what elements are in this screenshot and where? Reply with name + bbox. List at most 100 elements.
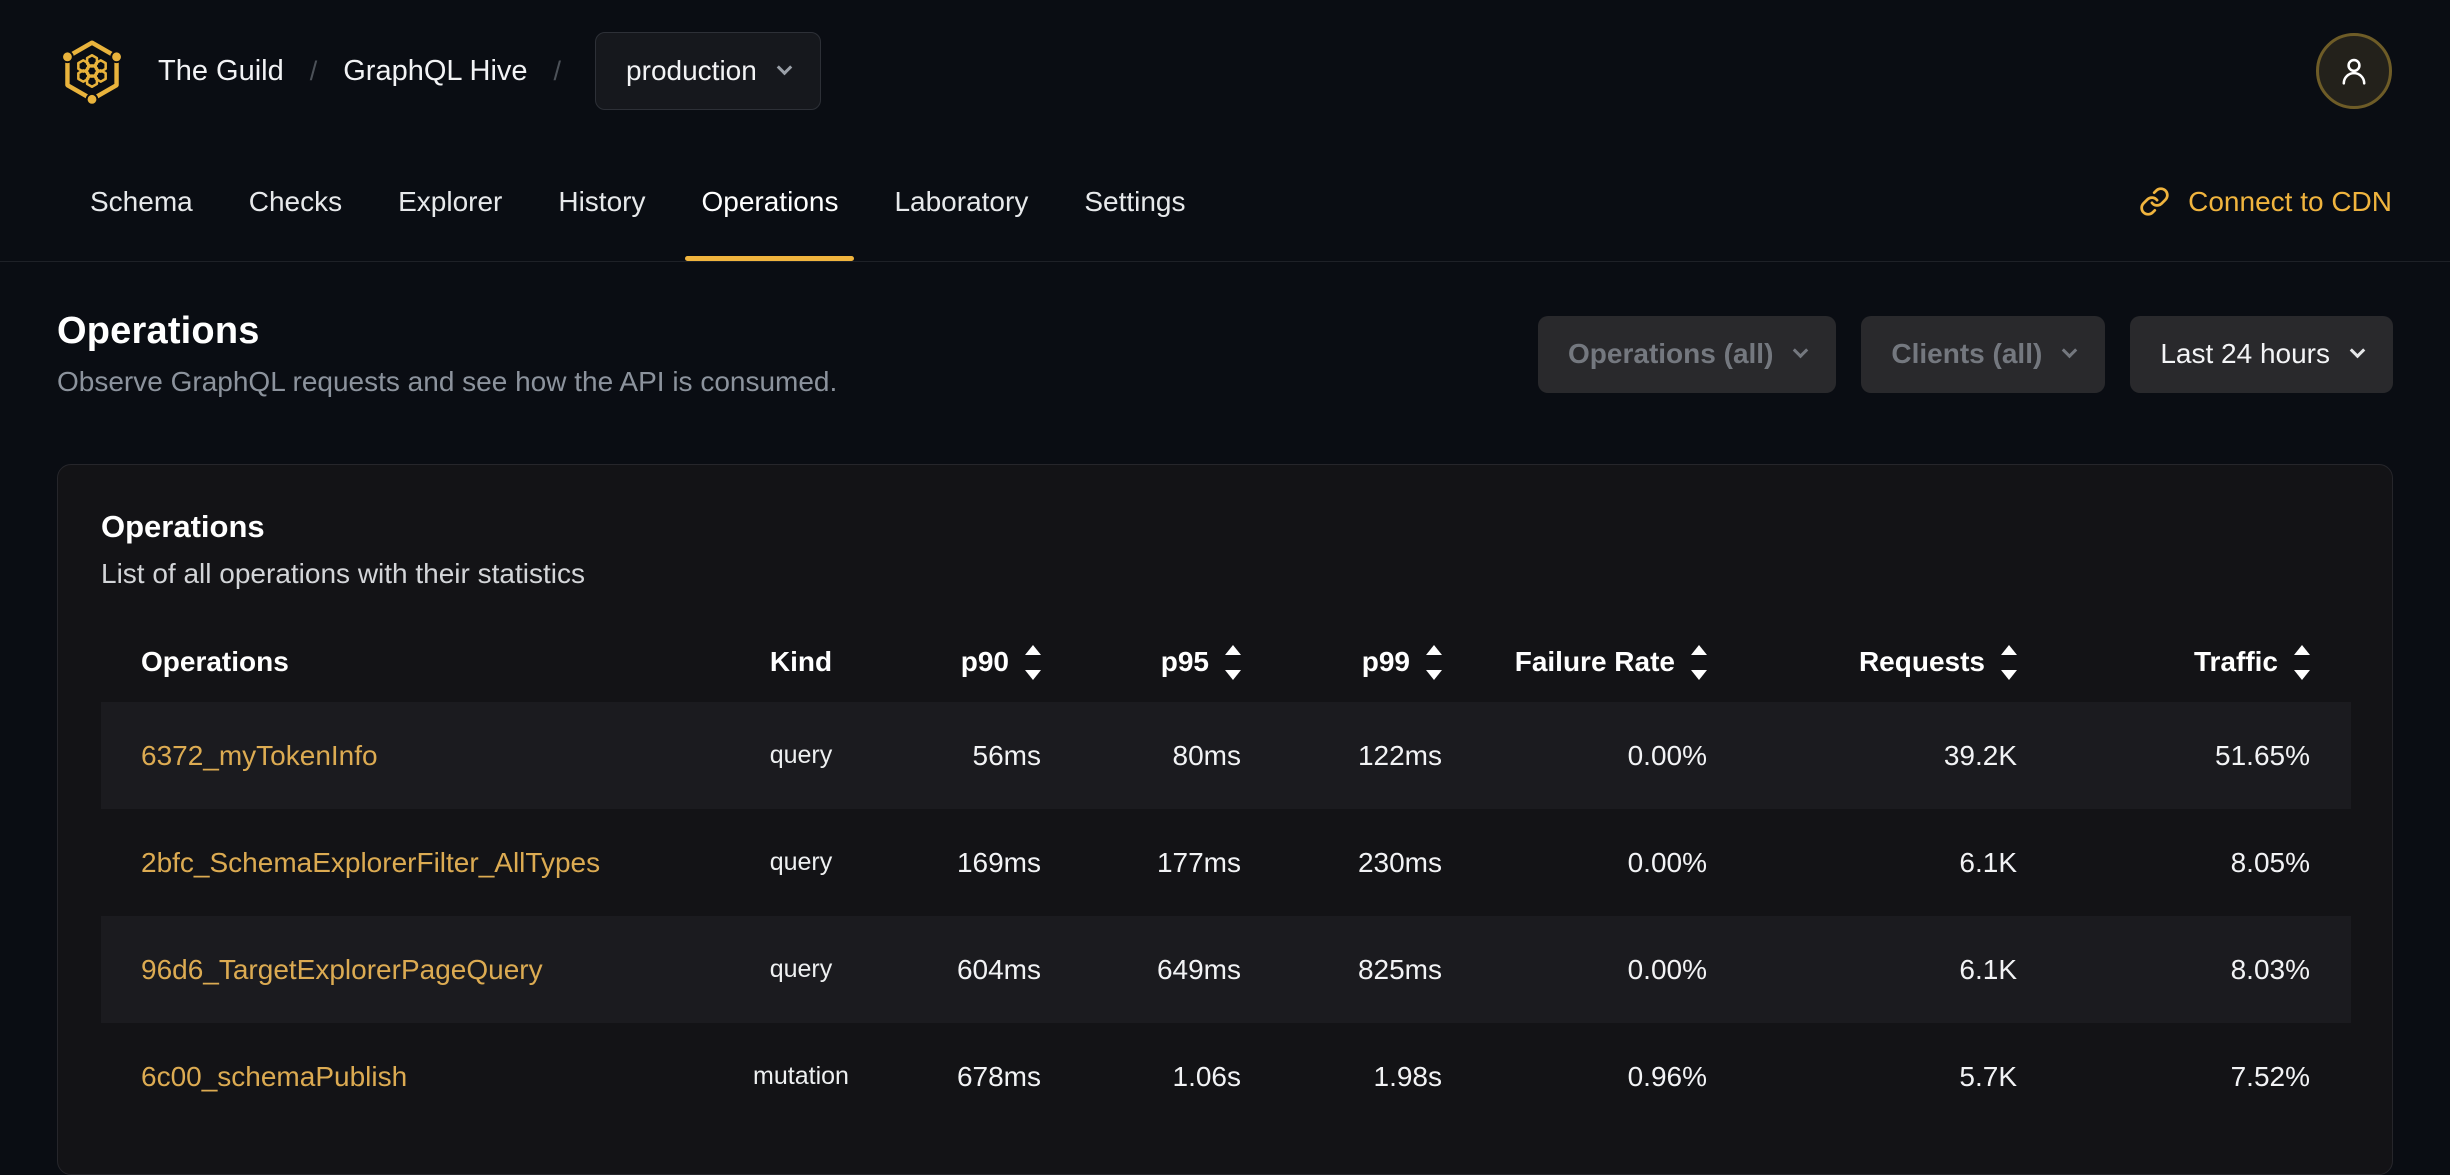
tab-laboratory[interactable]: Laboratory	[894, 185, 1029, 217]
kind-cell: mutation	[753, 1062, 849, 1090]
tab-settings[interactable]: Settings	[1084, 185, 1186, 217]
column-label: Failure Rate	[1514, 646, 1675, 677]
operation-cell: 6c00_schemaPublish	[101, 1023, 661, 1130]
p90-cell: 56ms	[972, 739, 1041, 771]
p95-cell: 177ms	[1156, 846, 1241, 878]
operations-table: Operations Kind p90 p95 p99 Failure Rate Reque…	[101, 622, 2351, 1130]
p99-cell: 1.98s	[1373, 1060, 1443, 1092]
failure-rate-cell: 0.00%	[1627, 953, 1707, 985]
sort-arrows-icon[interactable]	[1691, 644, 1707, 680]
filter-label: Last 24 hours	[2160, 338, 2330, 369]
user-icon	[2336, 53, 2372, 89]
link-icon	[2139, 186, 2170, 217]
sort-arrows-icon[interactable]	[1225, 644, 1241, 680]
kind-cell: query	[769, 848, 833, 876]
traffic-cell: 7.52%	[2230, 1060, 2310, 1092]
filter-clients-all[interactable]: Clients (all)	[1861, 315, 2106, 393]
sort-arrows-icon[interactable]	[2001, 644, 2017, 680]
table-row: 6372_myTokenInfo query 56ms 80ms 122ms 0.00% 3…	[101, 702, 2351, 809]
operations-card: Operations List of all operations with t…	[57, 464, 2393, 1175]
operation-cell: 6372_myTokenInfo	[101, 702, 661, 809]
requests-cell: 5.7K	[1959, 1060, 2017, 1092]
column-label: p90	[960, 646, 1009, 677]
operation-cell: 96d6_TargetExplorerPageQuery	[101, 916, 661, 1023]
chevron-down-icon	[2062, 342, 2078, 358]
column-label: Requests	[1858, 646, 1985, 677]
column-header-operations: Operations	[101, 622, 661, 702]
traffic-cell: 8.05%	[2230, 846, 2310, 878]
p99-cell: 122ms	[1357, 739, 1442, 771]
target-selector-value: production	[626, 55, 757, 86]
breadcrumb-separator: /	[553, 55, 562, 86]
column-label: Kind	[769, 646, 833, 677]
column-label: p95	[1160, 646, 1209, 677]
table-row: 2bfc_SchemaExplorerFilter_AllTypes query 1…	[101, 809, 2351, 916]
operation-link[interactable]: 6372_myTokenInfo	[141, 739, 378, 771]
column-label: Traffic	[2193, 646, 2278, 677]
breadcrumb-separator: /	[309, 55, 318, 86]
page-title: Operations	[57, 310, 260, 352]
filter-operations-all[interactable]: Operations (all)	[1538, 315, 1837, 393]
chevron-down-icon	[2349, 342, 2366, 358]
requests-cell: 6.1K	[1959, 953, 2017, 985]
operation-link[interactable]: 96d6_TargetExplorerPageQuery	[141, 953, 543, 985]
failure-rate-cell: 0.00%	[1627, 846, 1707, 878]
page-title-block: Operations Observe GraphQL requests and …	[57, 310, 837, 398]
traffic-cell: 51.65%	[2215, 739, 2310, 771]
p95-cell: 649ms	[1156, 953, 1241, 985]
table-body: 6372_myTokenInfo query 56ms 80ms 122ms 0.00% 3…	[101, 702, 2351, 1130]
breadcrumb: The Guild / GraphQL Hive / production	[158, 32, 821, 110]
p90-cell: 169ms	[956, 846, 1041, 878]
tab-explorer[interactable]: Explorer	[398, 185, 503, 217]
column-label: p99	[1361, 646, 1410, 677]
tab-checks[interactable]: Checks	[248, 185, 343, 217]
tab-operations[interactable]: Operations	[685, 142, 855, 261]
failure-rate-cell: 0.00%	[1627, 739, 1707, 771]
page-subtitle: Observe GraphQL requests and see how the…	[57, 366, 838, 397]
requests-cell: 6.1K	[1959, 846, 2017, 878]
target-selector[interactable]: production	[595, 32, 821, 110]
column-header-p99[interactable]: p99	[1291, 622, 1492, 702]
column-header-traffic[interactable]: Traffic	[2067, 622, 2351, 702]
breadcrumb-org[interactable]: The Guild	[158, 54, 284, 87]
breadcrumb-project[interactable]: GraphQL Hive	[343, 54, 528, 87]
column-header-failure-rate[interactable]: Failure Rate	[1492, 622, 1757, 702]
operation-link[interactable]: 2bfc_SchemaExplorerFilter_AllTypes	[141, 846, 601, 878]
tab-history[interactable]: History	[558, 185, 646, 217]
table-header-row: Operations Kind p90 p95 p99 Failure Rate Reque…	[101, 622, 2351, 702]
table-row: 96d6_TargetExplorerPageQuery query 604ms 64…	[101, 916, 2351, 1023]
table-row: 6c00_schemaPublish mutation 678ms 1.06s 1.98…	[101, 1023, 2351, 1130]
operation-link[interactable]: 6c00_schemaPublish	[141, 1060, 408, 1092]
user-menu-button[interactable]	[2316, 33, 2392, 109]
page-header: Operations Observe GraphQL requests and …	[57, 310, 2393, 398]
filter-bar: Operations (all) Clients (all) Last 24 hou…	[1538, 315, 2393, 393]
chevron-down-icon	[776, 59, 793, 75]
filter-last-24-hours[interactable]: Last 24 hours	[2130, 315, 2393, 393]
p95-cell: 1.06s	[1172, 1060, 1242, 1092]
operation-cell: 2bfc_SchemaExplorerFilter_AllTypes	[101, 809, 661, 916]
connect-to-cdn-label: Connect to CDN	[2188, 185, 2392, 217]
column-header-p90[interactable]: p90	[941, 622, 1091, 702]
card-title: Operations	[101, 509, 265, 544]
sort-arrows-icon[interactable]	[2294, 644, 2310, 680]
column-label: Operations	[141, 646, 289, 677]
kind-cell: query	[769, 741, 833, 769]
card-subtitle: List of all operations with their statis…	[101, 558, 585, 589]
column-header-p95[interactable]: p95	[1091, 622, 1291, 702]
hive-logo-icon[interactable]	[58, 35, 126, 107]
p95-cell: 80ms	[1172, 739, 1241, 771]
tab-schema[interactable]: Schema	[90, 185, 193, 217]
sort-arrows-icon[interactable]	[1426, 644, 1442, 680]
nav-tabs: Schema Checks Explorer History Operations Lab…	[90, 142, 1242, 261]
p99-cell: 825ms	[1357, 953, 1442, 985]
main-nav: Schema Checks Explorer History Operations Lab…	[0, 142, 2450, 262]
connect-to-cdn-button[interactable]: Connect to CDN	[2139, 142, 2392, 261]
p90-cell: 678ms	[956, 1060, 1041, 1092]
kind-cell: query	[769, 955, 833, 983]
filter-label: Operations (all)	[1568, 338, 1774, 369]
p99-cell: 230ms	[1357, 846, 1442, 878]
column-header-requests[interactable]: Requests	[1757, 622, 2067, 702]
sort-arrows-icon[interactable]	[1025, 644, 1041, 680]
requests-cell: 39.2K	[1943, 739, 2017, 771]
traffic-cell: 8.03%	[2230, 953, 2310, 985]
